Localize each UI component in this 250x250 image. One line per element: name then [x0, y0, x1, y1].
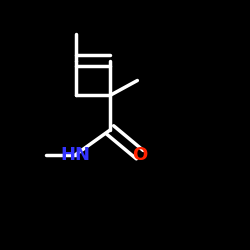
Text: O: O [132, 146, 148, 164]
Text: HN: HN [60, 146, 90, 164]
